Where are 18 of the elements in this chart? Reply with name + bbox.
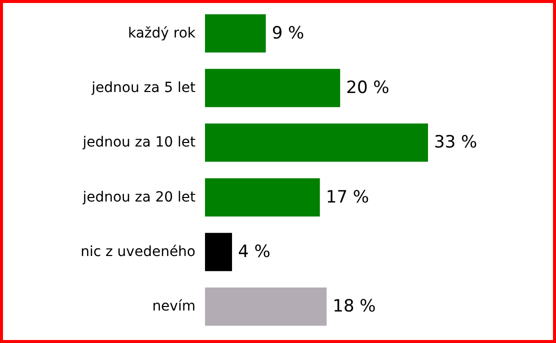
data-label: 17 % xyxy=(326,187,370,208)
y-tick-label: nic z uvedeného xyxy=(80,244,196,260)
y-tick-label: jednou za 20 let xyxy=(82,189,196,206)
y-tick-label: jednou za 10 let xyxy=(82,134,196,151)
bar xyxy=(205,14,266,52)
y-tick-label: nevím xyxy=(152,298,196,315)
data-label: 18 % xyxy=(332,296,376,317)
bar xyxy=(205,232,232,272)
data-label: 33 % xyxy=(434,132,478,153)
data-label: 20 % xyxy=(346,78,390,98)
y-tick-label: každý rok xyxy=(128,25,196,42)
bar xyxy=(205,68,340,108)
y-tick-label: jednou za 5 let xyxy=(90,80,196,96)
bar xyxy=(205,178,320,216)
bar xyxy=(205,124,428,162)
bar xyxy=(205,288,327,326)
data-label: 4 % xyxy=(238,242,270,262)
data-label: 9 % xyxy=(272,23,304,44)
